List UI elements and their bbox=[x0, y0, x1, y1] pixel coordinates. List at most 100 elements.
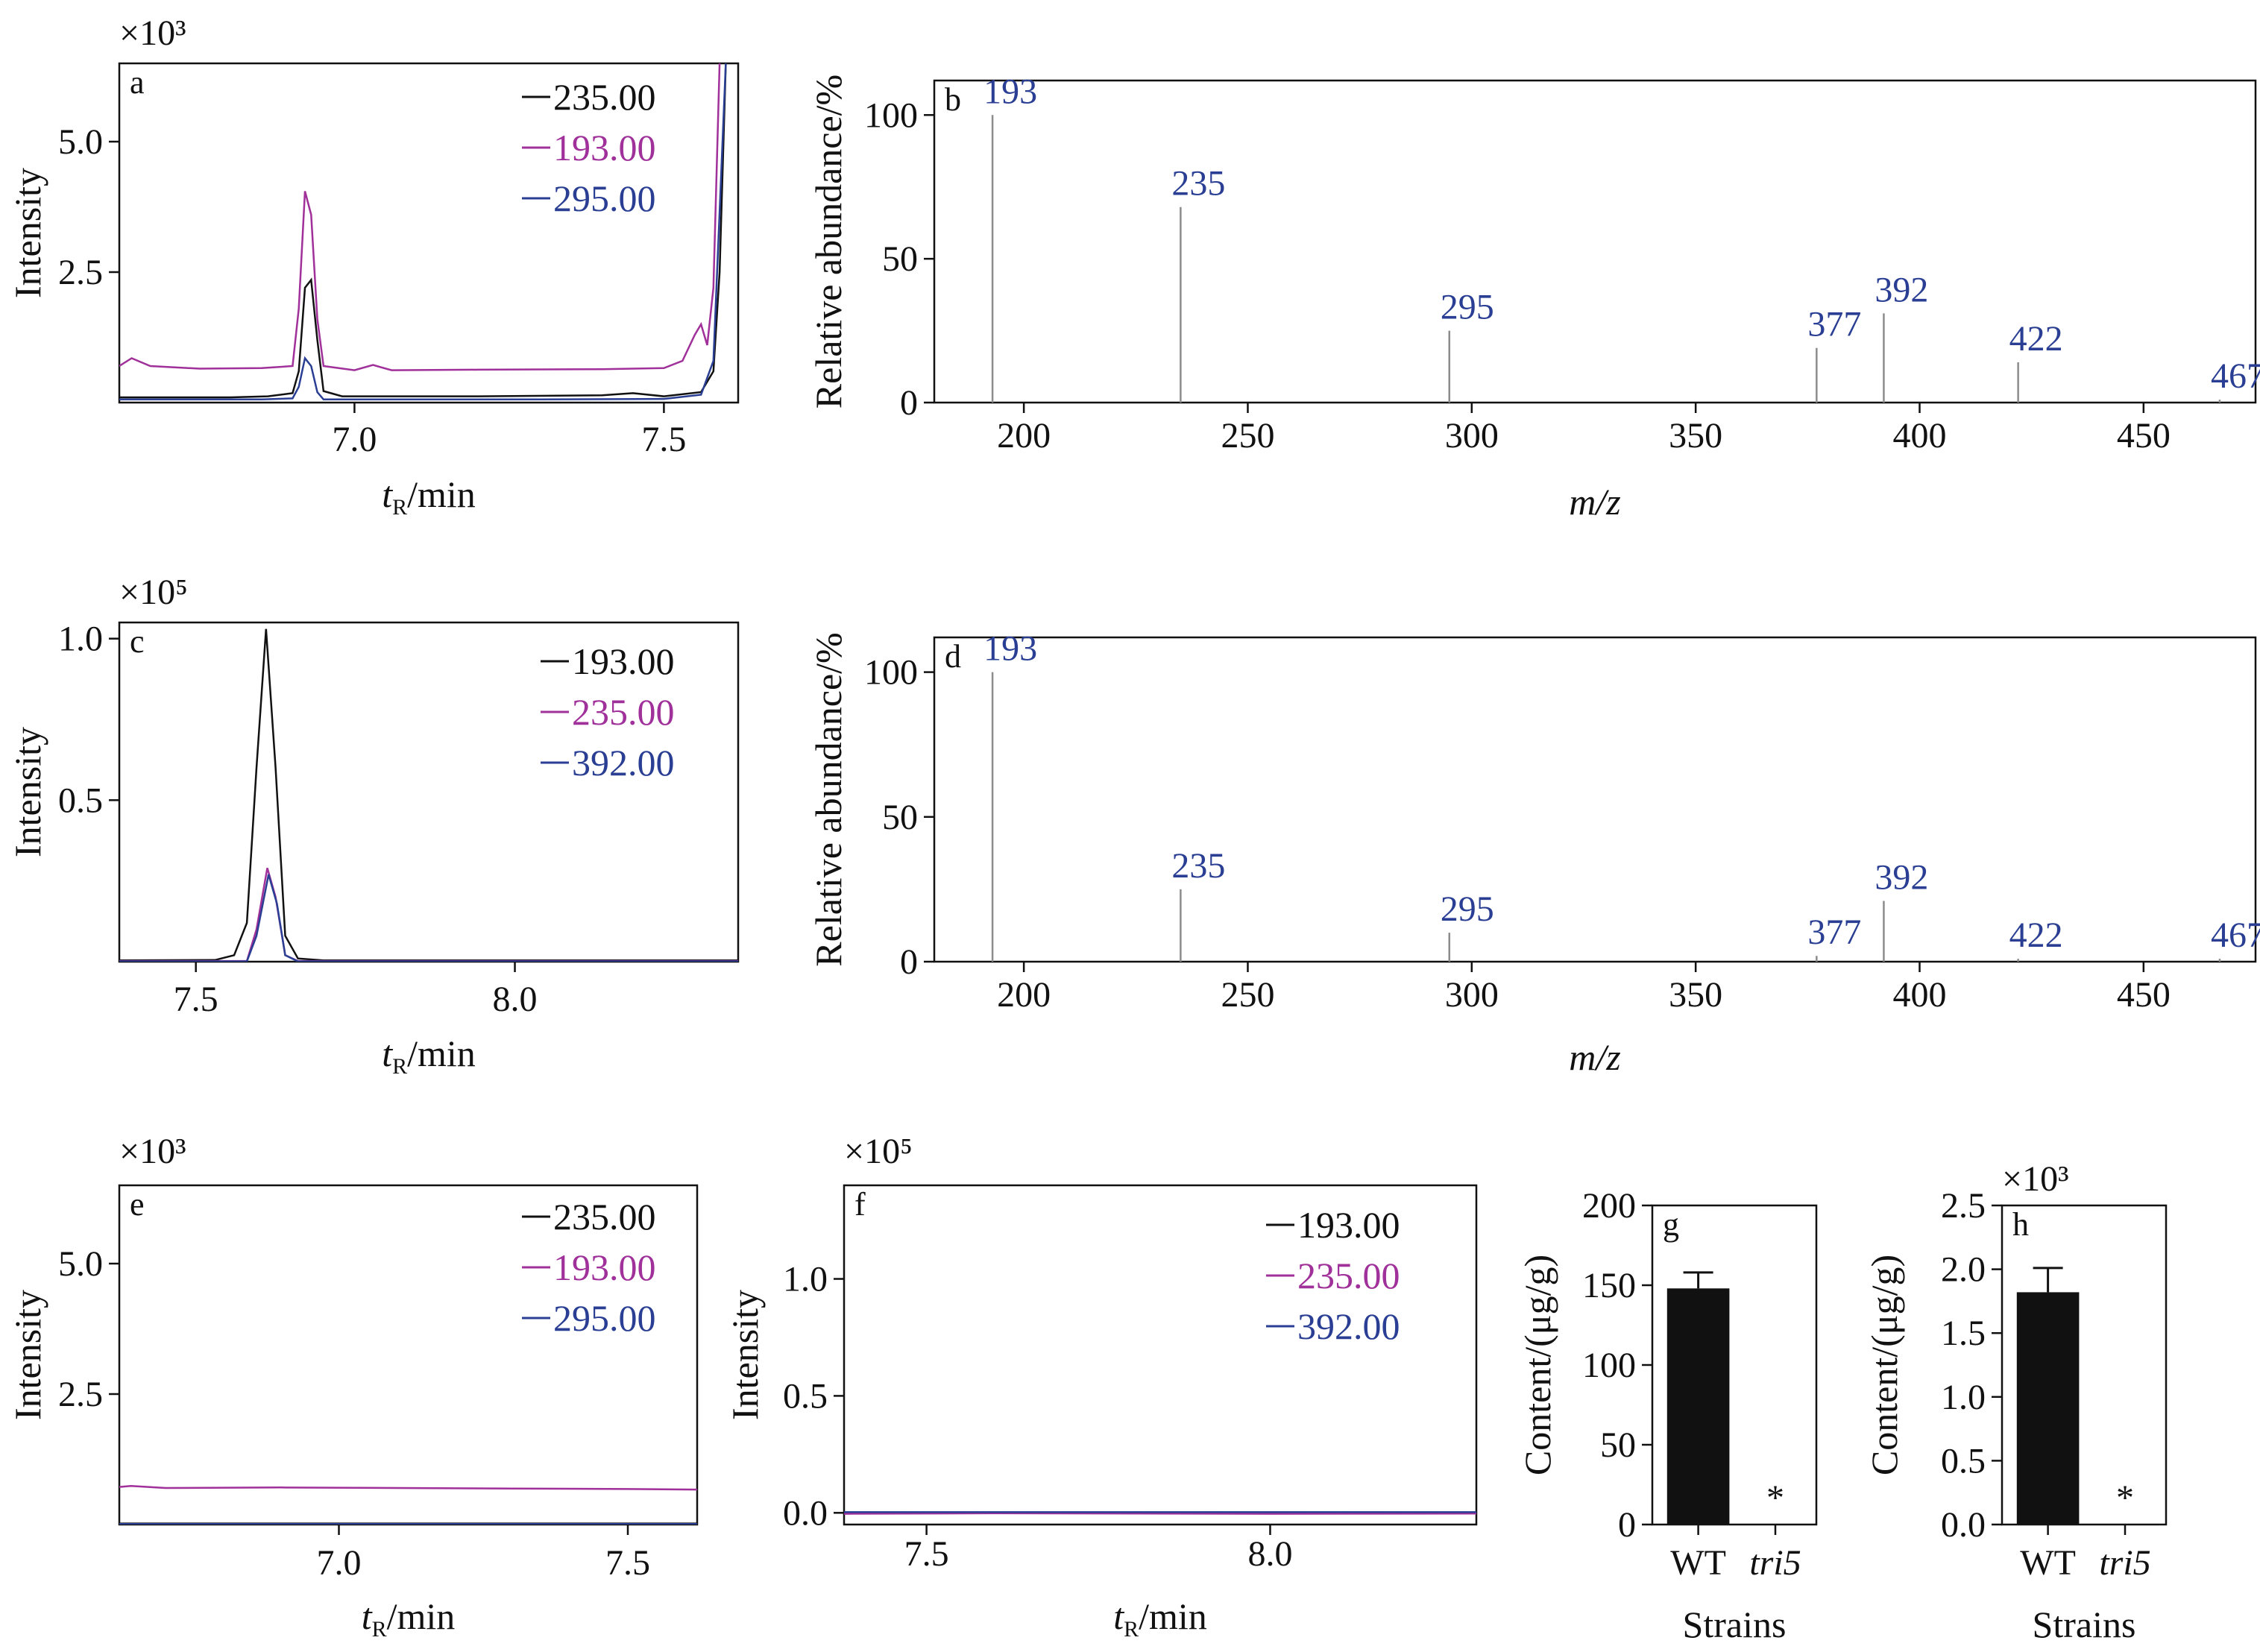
h-ytick-label: 2.0 bbox=[1941, 1250, 1986, 1290]
e-ytick-label: 5.0 bbox=[58, 1244, 103, 1284]
f-xlabel-main: t bbox=[1113, 1595, 1124, 1637]
b-xtick-label: 400 bbox=[1892, 416, 1946, 455]
a-ytick-label: 5.0 bbox=[58, 122, 103, 162]
a-legend-label-1: 193.00 bbox=[553, 127, 656, 168]
c-ytick-label: 0.5 bbox=[58, 781, 103, 820]
f-panel-letter: f bbox=[854, 1186, 866, 1223]
d-peak-label-467: 467 bbox=[2211, 915, 2260, 955]
e-xlabel-main: t bbox=[362, 1595, 373, 1637]
b-xlabel: m/z bbox=[1569, 481, 1620, 523]
c-ylabel: Intensity bbox=[7, 727, 48, 857]
c-series-line-0 bbox=[119, 628, 738, 962]
panel-h-bar-chart: WT * tri5 0.0 0.5 1.0 1.5 2.0 2.5 Content/(μg/g) S… bbox=[1863, 1159, 2168, 1645]
h-frame bbox=[2001, 1204, 2168, 1526]
g-ytick-label: 100 bbox=[1582, 1346, 1636, 1385]
a-xlabel-main: t bbox=[382, 473, 393, 515]
f-legend-label-2: 392.00 bbox=[1297, 1305, 1400, 1347]
e-legend-label-1: 193.00 bbox=[553, 1246, 656, 1288]
b-frame bbox=[933, 79, 2257, 404]
a-panel-letter: a bbox=[130, 64, 145, 101]
g-ytick-label: 200 bbox=[1582, 1186, 1636, 1226]
a-xtick-label: 7.0 bbox=[332, 420, 377, 459]
a-ytick-label: 2.5 bbox=[58, 253, 103, 292]
b-ylabel: Relative abundance/% bbox=[808, 75, 849, 409]
d-xlabel: m/z bbox=[1569, 1036, 1620, 1078]
b-panel-letter: b bbox=[945, 81, 961, 118]
e-xtick-label: 7.5 bbox=[605, 1543, 650, 1583]
e-panel-letter: e bbox=[130, 1186, 145, 1223]
h-panel-letter: h bbox=[2012, 1206, 2029, 1243]
panel-b-mass-spectrum: 193 235 295 377 392 422 467 0 50 100 200 250 300 350 4… bbox=[808, 72, 2260, 523]
a-frame bbox=[118, 62, 740, 404]
c-panel-letter: c bbox=[130, 623, 145, 660]
c-axis-multiplier: ×10⁵ bbox=[119, 573, 188, 612]
e-series-line-1 bbox=[119, 1484, 697, 1491]
g-ytick-label: 50 bbox=[1600, 1425, 1636, 1465]
b-ytick-label: 0 bbox=[900, 383, 918, 423]
c-xlabel-main: t bbox=[382, 1032, 393, 1074]
f-ylabel: Intensity bbox=[724, 1290, 766, 1420]
a-series-line-2 bbox=[119, 63, 727, 401]
d-panel-letter: d bbox=[945, 638, 961, 675]
d-peak-label-377: 377 bbox=[1807, 912, 1861, 952]
c-xlabel-unit: /min bbox=[407, 1032, 476, 1074]
d-peak-label-392: 392 bbox=[1875, 857, 1928, 897]
g-bar-WT bbox=[1666, 1288, 1730, 1525]
f-xlabel-sub: R bbox=[1124, 1617, 1139, 1642]
h-axis-multiplier: ×10³ bbox=[2002, 1159, 2068, 1199]
c-xlabel-sub: R bbox=[392, 1054, 407, 1079]
e-legend-label-0: 235.00 bbox=[553, 1196, 656, 1238]
b-xtick-label: 300 bbox=[1445, 416, 1499, 455]
panel-d-mass-spectrum: 193 235 295 377 392 422 467 0 50 100 200 250 300 350 4… bbox=[808, 629, 2260, 1078]
b-xtick-label: 450 bbox=[2117, 416, 2171, 455]
d-ytick-label: 50 bbox=[882, 798, 918, 837]
c-xtick-label: 8.0 bbox=[493, 980, 538, 1019]
d-ylabel: Relative abundance/% bbox=[808, 632, 849, 966]
d-peak-label-193: 193 bbox=[983, 629, 1037, 669]
d-frame bbox=[933, 636, 2257, 963]
d-ytick-label: 100 bbox=[864, 653, 918, 693]
d-ytick-label: 0 bbox=[900, 942, 918, 982]
h-ytick-label: 1.5 bbox=[1941, 1314, 1986, 1353]
a-legend-label-2: 295.00 bbox=[553, 177, 656, 219]
c-series-line-1 bbox=[119, 867, 738, 962]
d-peak-label-235: 235 bbox=[1171, 846, 1225, 886]
d-peak-label-295: 295 bbox=[1441, 889, 1494, 929]
b-xtick-label: 350 bbox=[1669, 416, 1722, 455]
g-category-label-tri5: tri5 bbox=[1749, 1543, 1801, 1583]
g-category-label-WT: WT bbox=[1670, 1543, 1726, 1583]
e-xlabel-unit: /min bbox=[387, 1595, 456, 1637]
e-ylabel: Intensity bbox=[7, 1290, 48, 1420]
h-ylabel: Content/(μg/g) bbox=[1863, 1255, 1905, 1475]
c-xlabel: tR/min bbox=[382, 1032, 476, 1079]
g-ytick-label: 150 bbox=[1582, 1266, 1636, 1305]
b-peak-label-193: 193 bbox=[983, 72, 1037, 111]
c-xtick-label: 7.5 bbox=[174, 980, 218, 1019]
f-frame bbox=[843, 1184, 1478, 1526]
d-xtick-label: 300 bbox=[1445, 975, 1499, 1015]
e-xlabel: tR/min bbox=[362, 1595, 456, 1642]
b-ytick-label: 50 bbox=[882, 239, 918, 279]
d-xtick-label: 450 bbox=[2117, 975, 2171, 1015]
g-significance-tri5: * bbox=[1766, 1478, 1784, 1518]
e-xlabel-sub: R bbox=[372, 1617, 387, 1642]
h-category-label-tri5: tri5 bbox=[2099, 1543, 2150, 1583]
g-xlabel: Strains bbox=[1683, 1604, 1787, 1645]
b-peak-label-392: 392 bbox=[1875, 270, 1928, 309]
c-legend-label-0: 193.00 bbox=[572, 640, 675, 682]
b-ytick-label: 100 bbox=[864, 95, 918, 135]
b-peak-label-295: 295 bbox=[1441, 288, 1494, 327]
h-xlabel: Strains bbox=[2033, 1604, 2136, 1645]
c-legend-label-2: 392.00 bbox=[572, 742, 675, 784]
a-axis-multiplier: ×10³ bbox=[119, 13, 186, 53]
e-legend-label-2: 295.00 bbox=[553, 1297, 656, 1339]
panel-f-chromatogram: 0.0 0.5 1.0 7.5 8.0 Intensity tR/min f ×10⁵ 193.0… bbox=[724, 1132, 1478, 1642]
f-xtick-label: 7.5 bbox=[904, 1534, 949, 1574]
b-xtick-label: 250 bbox=[1221, 416, 1274, 455]
f-ytick-label: 0.5 bbox=[783, 1376, 828, 1416]
f-xtick-label: 8.0 bbox=[1247, 1534, 1292, 1574]
d-xtick-label: 400 bbox=[1892, 975, 1946, 1015]
h-ytick-label: 0.0 bbox=[1941, 1505, 1986, 1545]
f-legend-label-0: 193.00 bbox=[1297, 1204, 1400, 1246]
